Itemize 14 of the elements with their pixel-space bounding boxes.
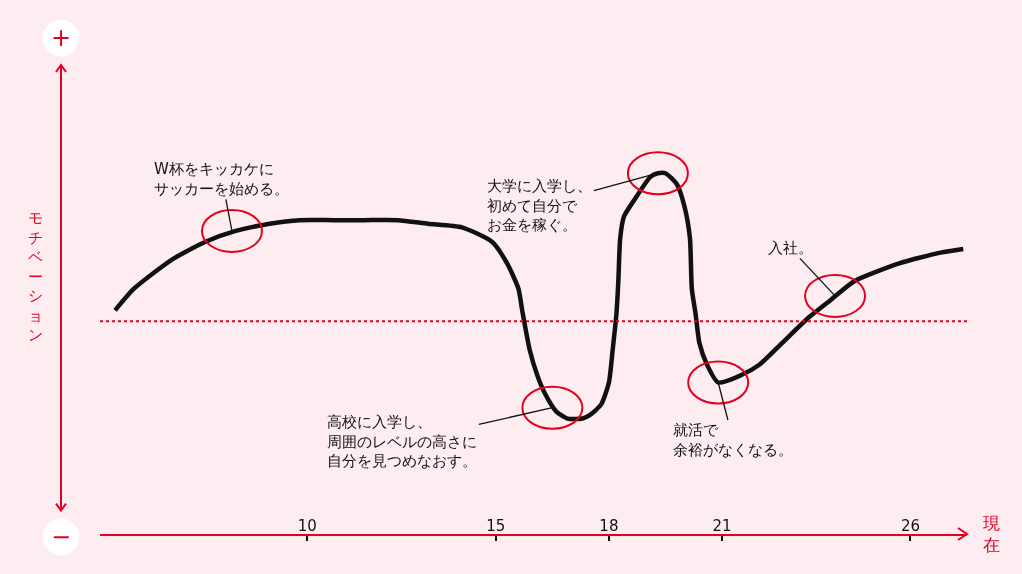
annotation: 大学に入学し、初めて自分でお金を稼ぐ。 xyxy=(487,177,592,234)
text: + xyxy=(51,24,72,52)
annotation: 就活で余裕がなくなる。 xyxy=(673,421,793,459)
y-axis-title: モチベーション xyxy=(28,209,43,344)
x-tick-label: 18 xyxy=(599,517,619,535)
annotation: 高校に入学し、周囲のレベルの高さに自分を見つめなおす。 xyxy=(327,413,477,470)
x-tick-label: 21 xyxy=(712,517,732,535)
annotation: W杯をキッカケにサッカーを始める。 xyxy=(154,160,289,198)
text: − xyxy=(51,523,72,551)
x-tick-label: 15 xyxy=(486,517,506,535)
x-tick-label: 10 xyxy=(297,517,317,535)
annotation: 入社。 xyxy=(768,239,813,257)
x-axis-title: 現在 xyxy=(983,513,1000,556)
x-tick-label: 26 xyxy=(900,517,921,535)
